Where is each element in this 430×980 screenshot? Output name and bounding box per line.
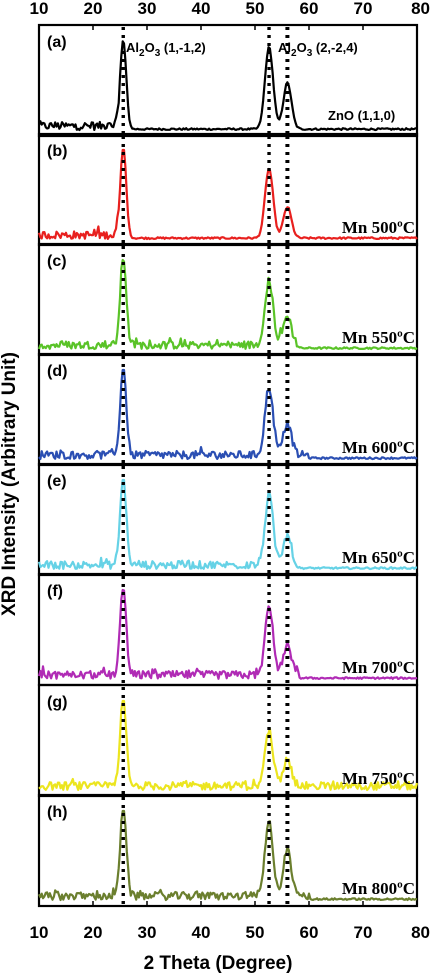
- bottom-tick-label: 40: [192, 923, 211, 942]
- top-tick-label: 10: [30, 0, 49, 18]
- panel-h: (h) Mn 800ºC: [37, 793, 419, 908]
- panel-temperature-label: Mn 700ºC: [342, 658, 415, 677]
- xrd-curve: [37, 478, 418, 571]
- xrd-curve: [37, 148, 418, 241]
- panel-d: (d) Mn 600ºC: [37, 352, 419, 467]
- panel-tag: (e): [47, 473, 67, 490]
- top-tick-label: 50: [246, 0, 265, 18]
- panel-a: (a): [37, 23, 419, 138]
- panels-group: (a) (b) Mn 500ºC (c) Mn 550ºC (d) Mn 600ºC (e) M…: [37, 23, 419, 908]
- panel-temperature-label: Mn 750ºC: [342, 769, 415, 788]
- annotation-al2o3-224: Al2O3 (2,-2,4): [278, 40, 358, 59]
- top-tick-label: 80: [411, 0, 430, 18]
- annotation-zno-110: ZnO (1,1,0): [328, 108, 395, 123]
- xrd-curve: [37, 258, 418, 351]
- bottom-tick-label: 60: [300, 923, 319, 942]
- panel-e: (e) Mn 650ºC: [37, 462, 419, 577]
- panel-tag: (c): [47, 253, 67, 270]
- bottom-tick-labels: 10 20 30 40 50 60 70 80: [30, 901, 430, 942]
- xrd-curve: [38, 368, 418, 461]
- panel-b: (b) Mn 500ºC: [37, 132, 419, 247]
- panel-tag: (b): [47, 143, 67, 160]
- panel-tag: (a): [47, 34, 67, 51]
- xrd-curve: [37, 40, 418, 132]
- bottom-tick-label: 70: [354, 923, 373, 942]
- bottom-tick-label: 50: [246, 923, 265, 942]
- top-tick-label: 40: [192, 0, 211, 18]
- top-tick-label: 70: [354, 0, 373, 18]
- xrd-curve: [37, 588, 418, 681]
- bottom-tick-label: 30: [138, 923, 157, 942]
- panel-tag: (f): [47, 583, 63, 600]
- top-tick-label: 60: [300, 0, 319, 18]
- bottom-tick-label: 10: [30, 923, 49, 942]
- panel-frame: [37, 23, 419, 138]
- peak-annotations: Al2O3 (1,-1,2) Al2O3 (2,-2,4) ZnO (1,1,0…: [126, 40, 395, 123]
- xrd-curve: [38, 809, 418, 902]
- panel-temperature-label: Mn 500ºC: [342, 218, 415, 237]
- panel-temperature-label: Mn 550ºC: [342, 328, 415, 347]
- panel-c: (c) Mn 550ºC: [37, 242, 419, 357]
- annotation-al2o3-112: Al2O3 (1,-1,2): [126, 40, 206, 59]
- panel-g: (g) Mn 750ºC: [37, 683, 419, 798]
- panel-temperature-label: Mn 650ºC: [342, 548, 415, 567]
- panel-frame: [37, 793, 419, 908]
- panel-f: (f) Mn 700ºC: [37, 572, 419, 687]
- xrd-curve: [38, 699, 419, 792]
- top-tick-label: 20: [84, 0, 103, 18]
- top-tick-labels: 10 20 30 40 50 60 70 80: [30, 0, 430, 30]
- panel-tag: (h): [47, 804, 67, 821]
- panel-tag: (g): [47, 694, 67, 711]
- x-axis-title: 2 Theta (Degree): [144, 953, 293, 974]
- bottom-tick-label: 80: [411, 923, 430, 942]
- top-tick-label: 30: [138, 0, 157, 18]
- y-axis-title: XRD Intensity (Arbitrary Unit): [0, 352, 20, 616]
- panel-temperature-label: Mn 600ºC: [342, 438, 415, 457]
- panel-temperature-label: Mn 800ºC: [342, 879, 415, 898]
- bottom-tick-label: 20: [84, 923, 103, 942]
- panel-tag: (d): [47, 363, 67, 380]
